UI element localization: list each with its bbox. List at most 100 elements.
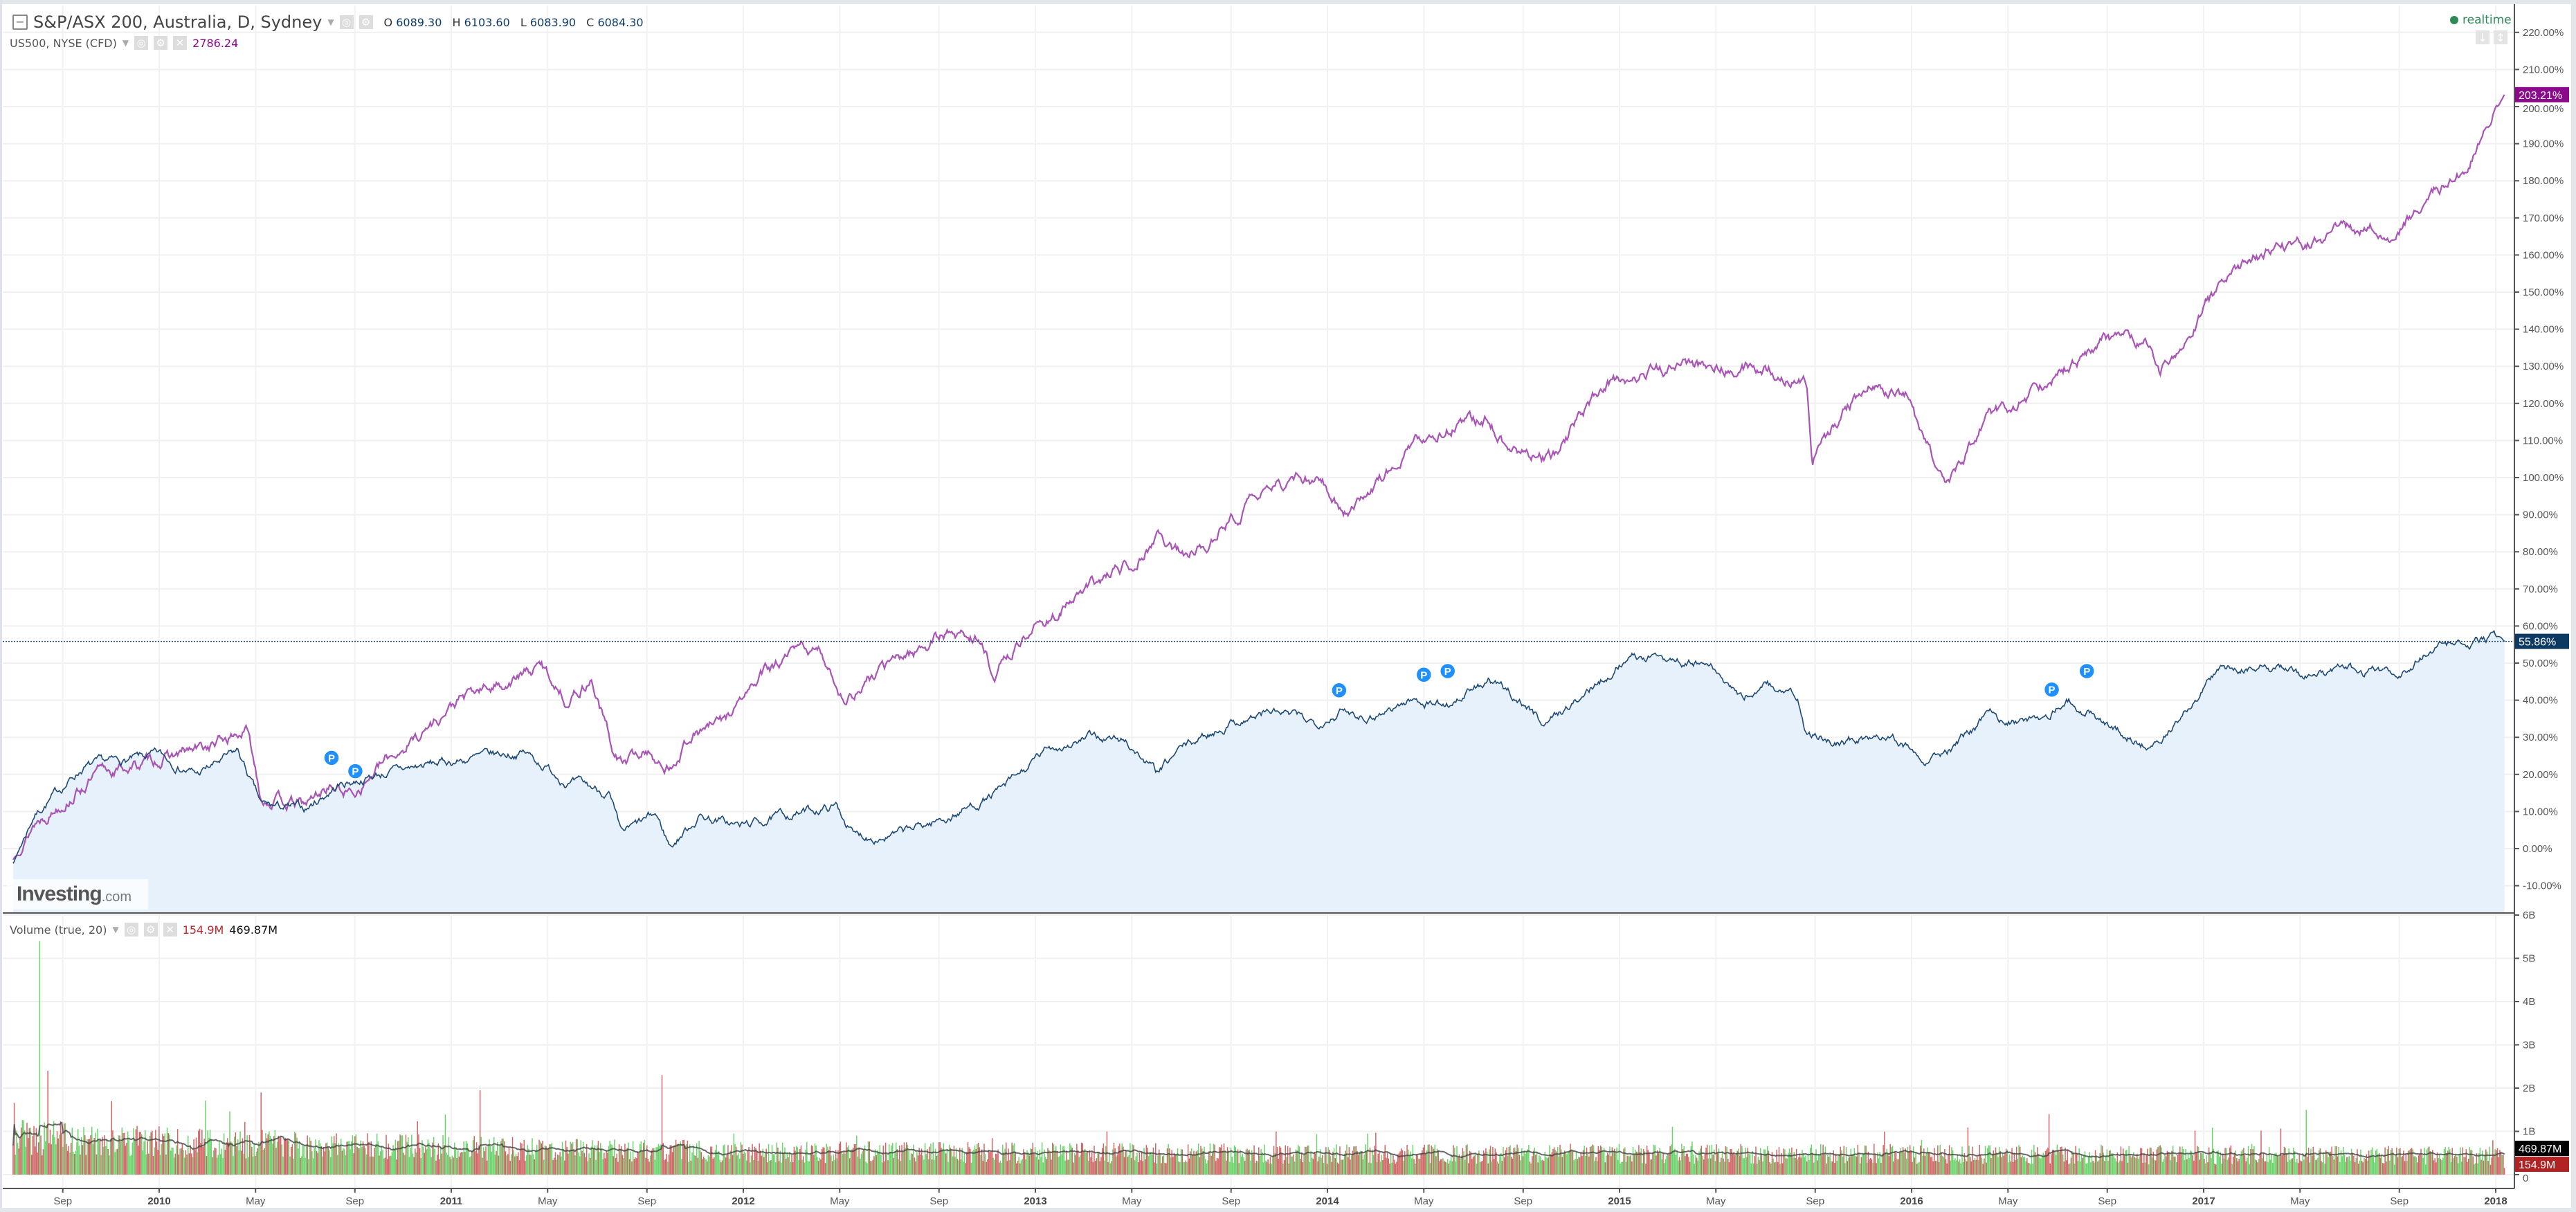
volume-bar bbox=[934, 1159, 935, 1175]
time-axis-label: May bbox=[1998, 1195, 2018, 1207]
volume-bar bbox=[1552, 1148, 1554, 1175]
volume-bar bbox=[356, 1146, 358, 1175]
volume-bar bbox=[1264, 1144, 1265, 1175]
volume-bar bbox=[2023, 1157, 2024, 1175]
volume-bar bbox=[1379, 1151, 1380, 1175]
time-axis-label: May bbox=[830, 1195, 850, 1207]
volume-bar bbox=[2259, 1152, 2261, 1175]
volume-bar bbox=[1733, 1152, 1734, 1175]
event-marker[interactable]: P bbox=[2043, 681, 2060, 698]
volume-bar bbox=[2319, 1148, 2321, 1175]
volume-bar bbox=[1085, 1152, 1087, 1175]
gear-icon[interactable]: ⚙ bbox=[154, 36, 168, 50]
volume-bar bbox=[2371, 1147, 2373, 1175]
volume-bar bbox=[2261, 1158, 2263, 1175]
volume-bar bbox=[2271, 1154, 2272, 1175]
volume-bar bbox=[927, 1159, 929, 1175]
volume-bar bbox=[556, 1159, 557, 1175]
volume-bar bbox=[353, 1153, 354, 1175]
volume-bar bbox=[1464, 1159, 1466, 1175]
volume-bar bbox=[1039, 1149, 1041, 1175]
chevron-down-icon[interactable]: ▼ bbox=[122, 38, 129, 48]
volume-bar bbox=[206, 1155, 208, 1175]
volume-bar bbox=[1776, 1150, 1777, 1175]
volume-bar bbox=[181, 1143, 183, 1175]
volume-bar bbox=[259, 1143, 261, 1175]
event-marker[interactable]: P bbox=[1331, 682, 1348, 699]
price-axis[interactable]: 220.00%210.00%200.00%190.00%180.00%170.0… bbox=[2514, 27, 2564, 892]
volume-bar bbox=[774, 1154, 775, 1175]
volume-bar bbox=[2377, 1154, 2379, 1175]
close-icon[interactable]: ✕ bbox=[173, 36, 188, 50]
volume-bar bbox=[1711, 1144, 1713, 1175]
event-marker-circle[interactable] bbox=[1439, 662, 1456, 680]
volume-bar bbox=[2065, 1147, 2066, 1175]
event-marker[interactable]: P bbox=[1439, 662, 1456, 680]
volume-bar bbox=[1393, 1159, 1395, 1175]
event-marker[interactable]: P bbox=[323, 750, 340, 766]
event-marker[interactable]: P bbox=[347, 763, 364, 779]
volume-bar bbox=[496, 1150, 497, 1175]
volume-bar bbox=[588, 1153, 590, 1175]
asx200-line[interactable] bbox=[12, 630, 2505, 864]
volume-bar bbox=[600, 1143, 601, 1175]
event-marker-circle[interactable] bbox=[2043, 681, 2060, 698]
volume-bar bbox=[554, 1157, 555, 1175]
volume-bar bbox=[571, 1143, 572, 1175]
volume-bar bbox=[2426, 1149, 2428, 1175]
gear-icon[interactable]: ⚙ bbox=[143, 923, 158, 937]
volume-bar bbox=[689, 1144, 691, 1175]
volume-bar bbox=[888, 1144, 890, 1175]
visibility-icon[interactable]: ◎ bbox=[339, 15, 354, 29]
volume-bar bbox=[664, 1159, 666, 1175]
volume-bar bbox=[850, 1149, 852, 1175]
chevron-down-icon[interactable]: ▼ bbox=[327, 17, 334, 27]
time-axis[interactable]: Sep 2010 May Sep 2011 May Sep 2012 May Sep 2013 May… bbox=[53, 1188, 2507, 1207]
event-marker-circle[interactable] bbox=[1331, 682, 1348, 699]
visibility-icon[interactable]: ◎ bbox=[134, 36, 149, 50]
volume-bar bbox=[762, 1148, 763, 1175]
volume-bar bbox=[637, 1151, 639, 1175]
event-marker-circle[interactable] bbox=[1415, 667, 1433, 683]
volume-bar bbox=[107, 1148, 109, 1175]
event-marker-circle[interactable] bbox=[323, 750, 340, 766]
volume-bar bbox=[1341, 1159, 1343, 1175]
volume-bar bbox=[1556, 1151, 1557, 1175]
arrow-down-icon[interactable]: ↓ bbox=[2476, 30, 2489, 44]
volume-bar bbox=[537, 1150, 539, 1175]
volume-bar bbox=[1116, 1154, 1118, 1175]
volume-bar bbox=[1018, 1157, 1019, 1175]
volume-bar bbox=[1557, 1146, 1559, 1175]
chevron-down-icon[interactable]: ▼ bbox=[112, 925, 119, 934]
volume-label[interactable]: Volume (true, 20) bbox=[10, 923, 107, 937]
us500-line[interactable] bbox=[12, 94, 2505, 860]
gear-icon[interactable]: ⚙ bbox=[359, 15, 373, 29]
open-key: O bbox=[383, 15, 393, 29]
volume-bar bbox=[1541, 1160, 1543, 1175]
visibility-icon[interactable]: ◎ bbox=[124, 923, 138, 937]
volume-bar bbox=[1951, 1147, 1952, 1175]
volume-bar bbox=[186, 1155, 188, 1175]
event-marker-circle[interactable] bbox=[2078, 662, 2095, 680]
collapse-icon[interactable]: − bbox=[12, 15, 28, 30]
volume-bar bbox=[145, 1154, 147, 1175]
event-marker[interactable]: P bbox=[2078, 662, 2095, 680]
volume-bar bbox=[498, 1155, 500, 1175]
event-marker[interactable]: P bbox=[1415, 667, 1433, 683]
volume-bar bbox=[336, 1155, 338, 1175]
volume-bar bbox=[1141, 1151, 1143, 1175]
compare-symbol-label[interactable]: US500, NYSE (CFD) bbox=[10, 36, 117, 50]
volume-bar bbox=[2120, 1146, 2122, 1175]
volume-bar bbox=[1812, 1152, 1813, 1175]
event-marker-circle[interactable] bbox=[347, 763, 364, 779]
volume-bar bbox=[1412, 1144, 1414, 1175]
close-icon[interactable]: ✕ bbox=[163, 923, 177, 937]
arrow-updown-icon[interactable]: ↕ bbox=[2494, 30, 2507, 44]
symbol-title[interactable]: S&P/ASX 200, Australia, D, Sydney bbox=[33, 12, 323, 32]
volume-bar bbox=[1226, 1147, 1228, 1175]
volume-bar bbox=[1310, 1150, 1312, 1175]
volume-bar bbox=[909, 1159, 911, 1175]
volume-bar bbox=[35, 1128, 37, 1175]
